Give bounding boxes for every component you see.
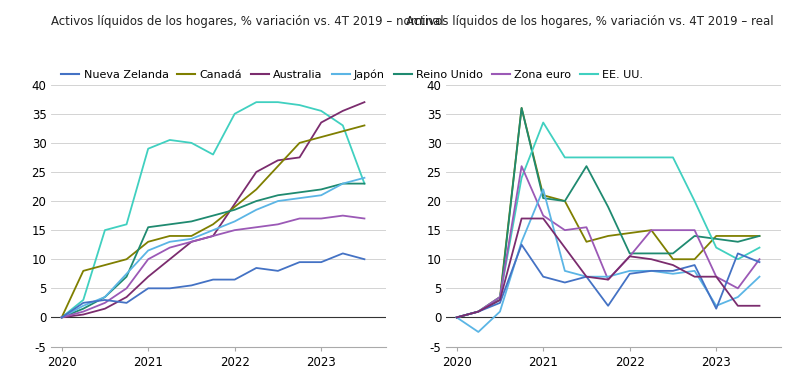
Text: Activos líquidos de los hogares, % variación vs. 4T 2019 – real: Activos líquidos de los hogares, % varia…	[406, 15, 774, 28]
Legend: Nueva Zelanda, Canadá, Australia, Japón, Reino Unido, Zona euro, EE. UU.: Nueva Zelanda, Canadá, Australia, Japón,…	[57, 65, 648, 85]
Text: Activos líquidos de los hogares, % variación vs. 4T 2019 – nominal: Activos líquidos de los hogares, % varia…	[51, 15, 444, 28]
